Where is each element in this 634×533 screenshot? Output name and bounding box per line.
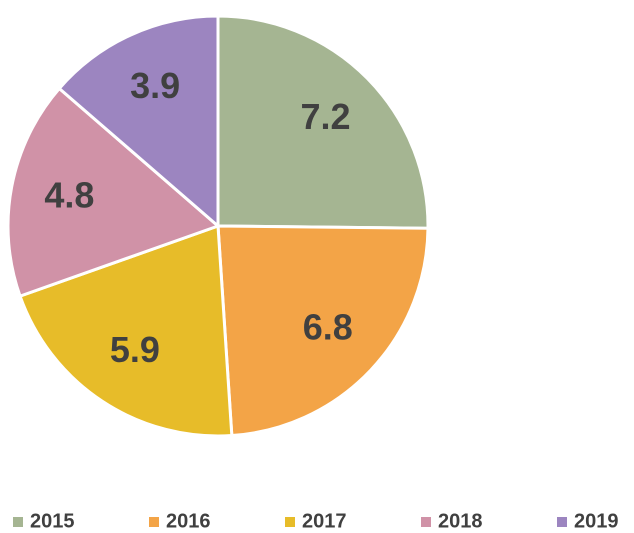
data-label: 3.9 [130, 65, 180, 106]
pie-slice [57, 14, 220, 230]
legend-swatch [557, 517, 567, 527]
legend-swatch [13, 517, 23, 527]
pie-slice [216, 224, 430, 438]
legend-label: 2016 [166, 510, 211, 532]
legend-label: 2018 [438, 510, 483, 532]
legend-swatch [149, 517, 159, 527]
legend-label: 2019 [574, 510, 619, 532]
data-label: 6.8 [303, 306, 353, 347]
legend-label: 2017 [302, 510, 347, 532]
legend-swatch [285, 517, 295, 527]
legend-swatch [421, 517, 431, 527]
data-label: 5.9 [110, 329, 160, 370]
pie-slice [216, 14, 430, 230]
pie-slice [6, 86, 221, 299]
legend-label: 2015 [30, 510, 75, 532]
data-label: 7.2 [300, 96, 350, 137]
data-label: 4.8 [44, 174, 94, 215]
